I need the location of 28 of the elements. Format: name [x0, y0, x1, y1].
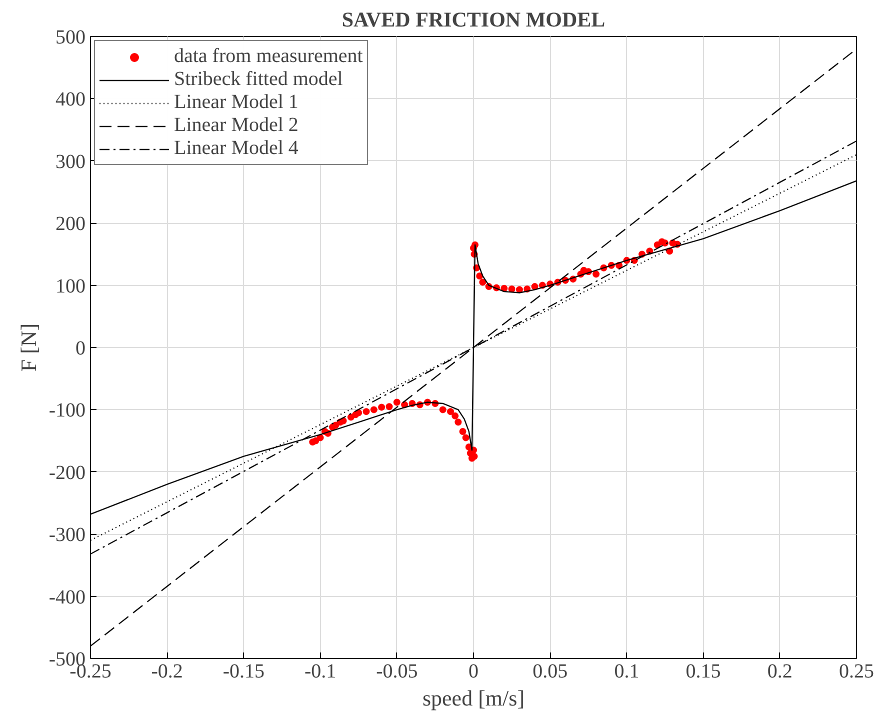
x-tick-label: -0.05 [376, 660, 418, 682]
x-tick-label: 0.2 [767, 660, 792, 682]
y-axis-title: F [N] [16, 323, 41, 372]
x-tick-label: 0 [468, 660, 478, 682]
x-tick-label: -0.2 [151, 660, 183, 682]
legend-label: Stribeck fitted model [174, 68, 343, 91]
legend-label: data from measurement [174, 45, 363, 68]
x-axis-title: speed [m/s] [422, 686, 525, 710]
y-tick-label: 0 [76, 338, 86, 360]
x-tick-label: -0.15 [222, 660, 265, 682]
y-tick-label: 100 [56, 275, 86, 298]
legend-label: Linear Model 4 [174, 137, 298, 160]
chart-title: SAVED FRICTION MODEL [342, 8, 606, 32]
y-tick-label: -200 [48, 462, 86, 484]
x-tick-label: 0.05 [532, 660, 568, 682]
x-tick-label: -0.1 [304, 660, 336, 682]
x-tick-label: 0.15 [686, 660, 721, 682]
legend-label: Linear Model 1 [174, 91, 298, 114]
x-tick-label: 0.25 [839, 660, 874, 682]
y-tick-label: 300 [56, 150, 86, 173]
x-tick-label: 0.1 [614, 660, 640, 682]
legend-label: Linear Model 2 [174, 114, 298, 137]
y-tick-label: 200 [56, 213, 86, 236]
y-tick-label: 400 [56, 88, 86, 111]
y-tick-label: -400 [48, 586, 86, 608]
y-tick-label: -300 [48, 524, 86, 546]
y-tick-label: -100 [48, 400, 86, 422]
y-tick-label: 500 [56, 26, 86, 48]
